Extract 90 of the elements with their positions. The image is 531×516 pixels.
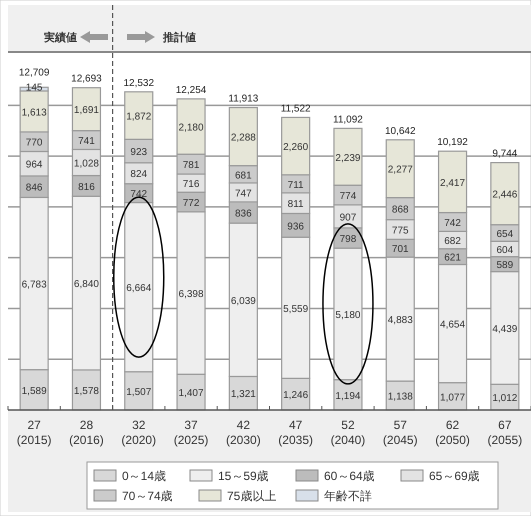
data-label: 824 [130,169,148,180]
legend-label: 75歳以上 [227,489,276,503]
data-label: 682 [444,236,462,248]
data-label: 907 [340,212,357,224]
data-label: 1,077 [440,392,466,404]
data-label: 716 [182,179,200,190]
data-label: 774 [340,191,357,202]
x-tick-label: 42 (2030) [226,418,261,447]
total-label: 10,192 [437,137,468,148]
data-label: 2,180 [178,122,204,134]
total-label: 12,254 [176,84,207,96]
data-label: 6,398 [178,289,204,300]
data-label: 816 [78,182,96,193]
data-label: 811 [288,199,304,210]
data-label: 2,260 [283,142,309,154]
data-label: 589 [496,260,514,272]
data-label: 1,321 [230,389,256,400]
total-label: 12,693 [71,74,102,85]
data-label: 6,039 [230,296,256,307]
x-tick-label: 37 (2025) [174,418,208,447]
total-label: 12,532 [123,78,154,89]
total-label: 9,744 [492,148,518,160]
x-tick-label: 28 (2016) [69,418,104,447]
x-tick-label: 57 (2045) [382,418,418,447]
data-label: 681 [235,170,252,182]
data-label: 964 [26,160,43,171]
data-label: 781 [182,160,200,172]
legend-label: 0～14歳 [122,469,166,483]
data-label: 711 [288,180,304,191]
data-label: 2,277 [388,164,414,176]
data-label: 2,446 [492,190,518,201]
data-label: 846 [26,182,43,194]
data-label: 1,507 [126,386,152,398]
data-label: 2,417 [440,178,466,189]
data-label: 868 [392,204,410,216]
x-tick-label: 47 (2035) [278,418,313,447]
data-label: 741 [78,136,96,148]
data-label: 1,246 [283,390,309,402]
data-label: 654 [496,229,514,240]
data-label: 1,012 [492,393,518,404]
x-tick-label: 62 (2050) [435,418,470,447]
data-label: 6,840 [74,279,100,290]
data-label: 4,883 [388,315,414,326]
data-label: 4,654 [440,320,466,331]
text: 推計値 [162,31,196,44]
data-label: 6,783 [22,280,48,291]
data-label: 1,589 [22,386,48,397]
data-label: 5,180 [335,310,361,321]
data-label: 747 [235,188,252,200]
data-label: 2,239 [335,152,361,164]
data-label: 923 [130,147,148,158]
data-label: 836 [235,208,252,220]
legend-label: 15～59歳 [218,469,269,483]
data-label: 936 [287,221,304,232]
total-label: 11,522 [280,103,312,114]
data-label: 1,028 [74,158,100,170]
data-label: 798 [340,234,357,246]
legend-label: 65～69歳 [429,469,480,483]
legend-label: 70～74歳 [122,489,173,503]
data-label: 604 [496,244,514,256]
legend-label: 年齢不詳 [324,489,372,503]
data-label: 6,664 [126,283,152,294]
data-label: 4,439 [492,324,518,335]
data-label: 1,407 [178,388,204,400]
data-label: 1,578 [74,386,100,397]
data-label: 770 [26,138,43,149]
data-label: 775 [392,225,410,236]
total-label: 11,092 [333,114,364,126]
data-label: 701 [392,244,410,256]
x-tick-label: 27 (2015) [16,418,52,447]
data-label: 1,194 [335,390,361,402]
data-label: 621 [444,252,462,264]
total-label: 10,642 [384,126,416,137]
data-label: 145 [26,82,43,94]
total-label: 12,709 [18,67,50,78]
total-label: 11,913 [228,94,259,105]
data-label: 772 [182,198,200,210]
data-label: 2,288 [230,132,256,144]
x-tick-label: 67 (2055) [488,418,522,447]
data-label: 1,613 [22,107,48,118]
data-label: 1,872 [126,112,152,123]
data-label: 5,559 [283,304,309,315]
text: 実績値 [43,31,77,44]
data-label: 742 [444,218,462,229]
x-tick-label: 32 (2020) [121,418,156,447]
data-label: 1,138 [388,392,414,403]
legend-label: 60～64歳 [324,469,375,483]
x-tick-label: 52 (2040) [330,418,366,447]
data-label: 1,691 [74,105,100,116]
data-label: 742 [130,189,148,200]
